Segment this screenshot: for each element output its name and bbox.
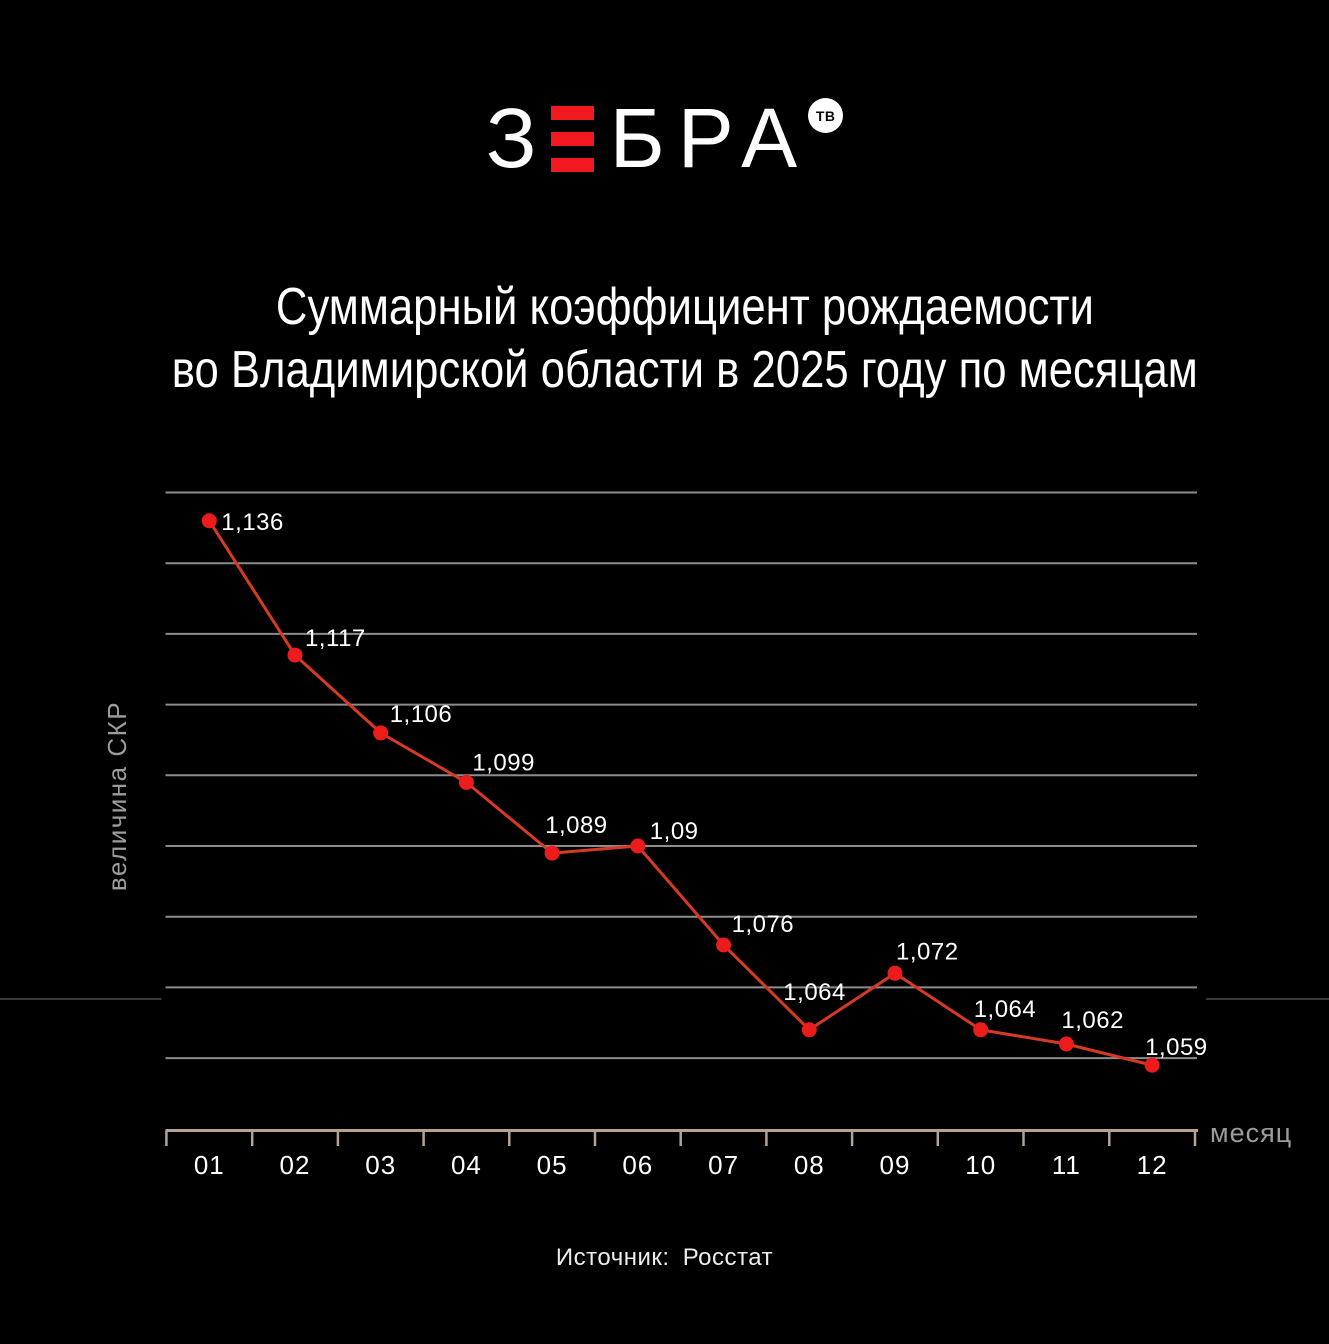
data-point xyxy=(458,774,474,790)
month-label: 11 xyxy=(1052,1150,1081,1180)
data-label: 1,099 xyxy=(472,749,535,776)
data-label: 1,117 xyxy=(305,625,366,652)
data-point xyxy=(373,725,389,741)
data-point xyxy=(544,845,560,861)
month-label: 07 xyxy=(708,1150,739,1180)
data-point xyxy=(1058,1036,1074,1052)
chart-title-line-2: во Владимирской области в 2025 году по м… xyxy=(171,341,1198,399)
month-label: 10 xyxy=(965,1150,996,1180)
logo-tv-badge: ТВ xyxy=(808,98,844,133)
month-label: 08 xyxy=(794,1150,825,1180)
data-point xyxy=(1144,1057,1160,1073)
month-label: 02 xyxy=(280,1150,311,1180)
data-label: 1,106 xyxy=(390,701,453,728)
source-note: Источник: Росстат xyxy=(0,1244,1329,1272)
logo-letters-bra: БРА xyxy=(609,91,811,185)
data-label: 1,076 xyxy=(732,911,795,938)
data-point xyxy=(630,838,646,854)
chart-title-line-1: Суммарный коэффициент рождаемости xyxy=(275,278,1094,336)
month-label: 05 xyxy=(537,1150,568,1180)
x-axis-title: месяц xyxy=(1210,1118,1292,1148)
logo-e-bars-icon xyxy=(550,106,594,172)
source-label: Источник: xyxy=(555,1244,670,1271)
data-label: 1,089 xyxy=(545,812,608,839)
data-label: 1,072 xyxy=(896,938,959,965)
data-label: 1,09 xyxy=(650,818,699,845)
data-label: 1,064 xyxy=(974,996,1037,1023)
source-value: Росстат xyxy=(682,1244,774,1271)
logo-letter-z: З xyxy=(485,91,537,185)
data-point xyxy=(801,1022,817,1038)
month-label: 03 xyxy=(365,1150,396,1180)
data-label: 1,059 xyxy=(1145,1034,1208,1061)
month-label: 01 xyxy=(194,1150,225,1180)
data-label: 1,064 xyxy=(783,979,846,1006)
month-label: 09 xyxy=(880,1150,911,1180)
data-point xyxy=(973,1022,989,1038)
data-label: 1,136 xyxy=(221,509,284,536)
zebra-logo: З БРА ТВ xyxy=(0,92,1329,184)
chart-title: Суммарный коэффициент рождаемости во Вла… xyxy=(40,276,1329,402)
logo-e-bar xyxy=(550,106,594,120)
month-label: 04 xyxy=(451,1150,482,1180)
data-point xyxy=(887,965,903,981)
data-label: 1,062 xyxy=(1061,1007,1124,1034)
month-label: 06 xyxy=(622,1150,653,1180)
month-label: 12 xyxy=(1137,1150,1168,1180)
data-point xyxy=(201,513,217,529)
data-point xyxy=(287,647,303,663)
logo-e-bar xyxy=(550,132,594,146)
series-line xyxy=(207,519,1154,1067)
data-point xyxy=(716,937,732,953)
logo-e-bar xyxy=(550,158,594,172)
y-axis-title: величина СКР xyxy=(102,701,132,891)
